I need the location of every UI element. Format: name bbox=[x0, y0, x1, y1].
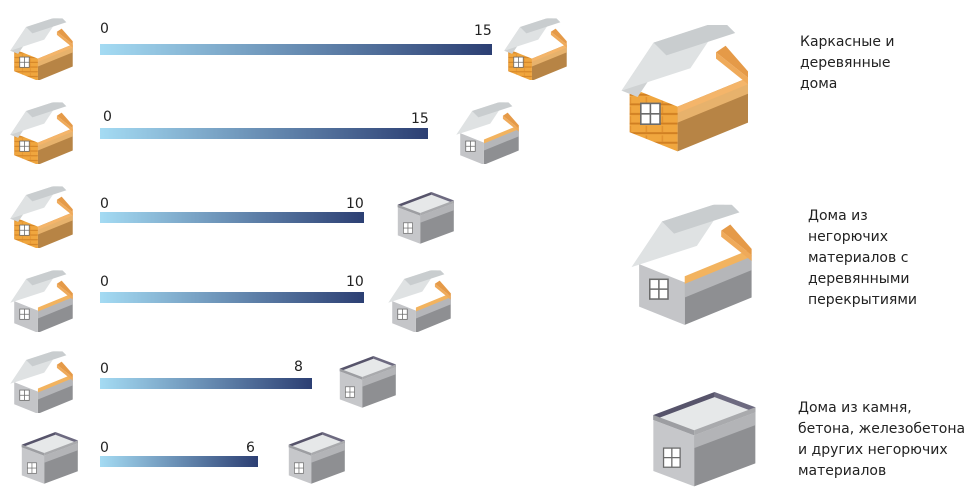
range-end-label: 10 bbox=[346, 196, 364, 212]
stone-house-icon bbox=[336, 356, 408, 412]
range-bar bbox=[100, 378, 312, 389]
wooden-house-icon bbox=[502, 12, 584, 80]
range-end-label: 8 bbox=[294, 359, 303, 375]
range-end-label: 6 bbox=[246, 440, 255, 456]
range-bar bbox=[100, 292, 364, 303]
range-start-label: 0 bbox=[100, 361, 109, 377]
legend-label-wooden: Каркасные и деревянные дома bbox=[800, 34, 895, 92]
range-start-label: 0 bbox=[100, 440, 109, 456]
mixed-house-icon bbox=[386, 264, 468, 332]
range-bar bbox=[100, 456, 258, 467]
mixed-house-icon bbox=[454, 96, 536, 164]
mixed-house-icon bbox=[8, 345, 90, 413]
legend-label-mixed: Дома из негорючих материалов с деревянны… bbox=[808, 208, 917, 308]
range-bar bbox=[100, 128, 428, 139]
wooden-house-icon bbox=[620, 10, 780, 152]
range-end-label: 10 bbox=[346, 274, 364, 290]
wooden-house-icon bbox=[8, 96, 90, 164]
stone-house-icon bbox=[285, 432, 357, 488]
range-start-label: 0 bbox=[100, 274, 109, 290]
wooden-house-icon bbox=[8, 12, 90, 80]
stone-house-icon bbox=[648, 392, 776, 494]
stone-house-icon bbox=[18, 432, 90, 488]
range-start-label: 0 bbox=[103, 109, 112, 125]
range-end-label: 15 bbox=[411, 111, 429, 127]
range-bar bbox=[100, 212, 364, 223]
range-bar bbox=[100, 44, 492, 55]
wooden-house-icon bbox=[8, 180, 90, 248]
range-end-label: 15 bbox=[474, 23, 492, 39]
range-start-label: 0 bbox=[100, 196, 109, 212]
stone-house-icon bbox=[394, 192, 466, 248]
mixed-house-icon bbox=[8, 264, 90, 332]
range-start-label: 0 bbox=[100, 21, 109, 37]
mixed-house-icon bbox=[630, 188, 782, 328]
legend-label-stone: Дома из камня, бетона, железобетона и др… bbox=[798, 400, 966, 479]
